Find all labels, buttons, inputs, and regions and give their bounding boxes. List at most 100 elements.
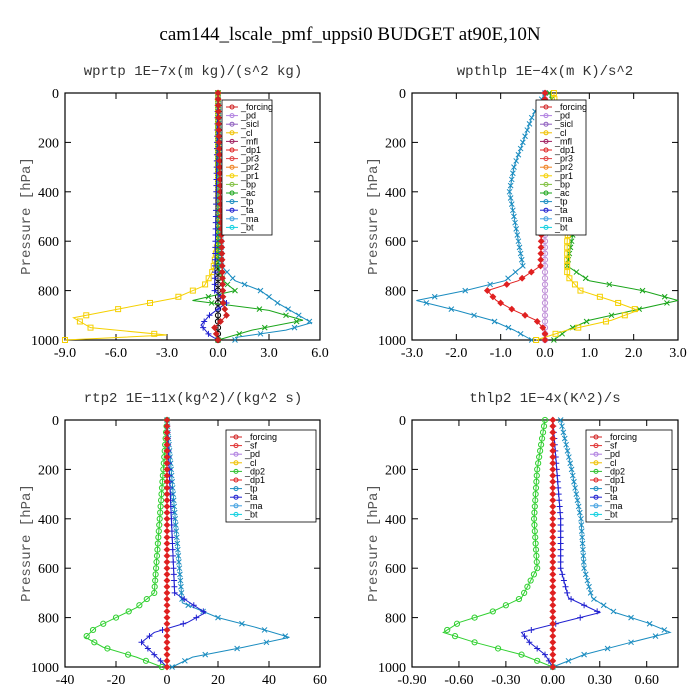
data-point-ta xyxy=(594,608,601,615)
legend-entry: _sf xyxy=(604,441,618,451)
data-point-tp xyxy=(514,232,521,238)
data-point-tp xyxy=(462,287,469,294)
legend-entry: _ta xyxy=(244,492,258,502)
data-point-tp xyxy=(174,540,181,547)
data-point-tp xyxy=(561,435,568,442)
data-point-tp xyxy=(512,269,519,275)
legend-marker xyxy=(233,486,239,492)
data-point-ta xyxy=(171,589,178,596)
data-point-forcing xyxy=(214,312,222,319)
data-point-dp1 xyxy=(521,311,529,319)
legend-marker xyxy=(543,147,549,153)
data-point-tp xyxy=(604,645,611,652)
data-point-pr1 xyxy=(147,299,153,306)
legend-entry: _bt xyxy=(244,509,258,519)
data-point-ac xyxy=(208,300,215,306)
legend-entry: _ta xyxy=(554,205,568,215)
data-point-tp xyxy=(571,478,577,485)
data-point-tp xyxy=(506,188,513,195)
legend-entry: _dp1 xyxy=(554,145,575,155)
legend-entry: _pr3 xyxy=(240,154,259,164)
data-point-ta xyxy=(557,559,564,566)
data-point-dp1 xyxy=(532,497,539,504)
data-point-ta xyxy=(557,528,564,535)
data-point-pr1 xyxy=(621,312,628,319)
legend-marker xyxy=(229,121,235,127)
data-point-tp xyxy=(565,657,572,664)
y-axis-label-rtp2: Pressure [hPa] xyxy=(19,484,35,602)
data-point-ac xyxy=(606,281,613,288)
data-point-dp1 xyxy=(223,311,230,319)
data-point-pr1 xyxy=(552,330,559,337)
data-point-ac xyxy=(582,275,589,282)
data-point-ta xyxy=(577,614,584,621)
legend-entry: _ta xyxy=(604,492,618,502)
data-point-ta xyxy=(205,330,212,337)
legend-entry: _pr2 xyxy=(240,162,259,172)
data-point-tp xyxy=(274,300,281,306)
x-tick-label: 60 xyxy=(313,673,327,688)
data-point-tp xyxy=(559,423,565,430)
series-line-ta xyxy=(140,419,207,668)
data-point-tp xyxy=(519,263,526,269)
figure-title: cam144_lscale_pmf_uppsi0 BUDGET at90E,10… xyxy=(159,24,540,45)
x-tick-label: 0.00 xyxy=(541,673,566,688)
data-point-dp1 xyxy=(155,534,162,541)
data-point-tp xyxy=(229,275,236,282)
data-point-dp1 xyxy=(534,657,541,664)
legend-marker xyxy=(229,207,235,213)
data-point-ac xyxy=(236,330,243,337)
legend-entry: _ac xyxy=(554,188,570,198)
data-point-dp1 xyxy=(152,565,160,572)
y-tick-label: 800 xyxy=(38,285,59,300)
data-point-ta xyxy=(211,281,218,288)
legend-marker xyxy=(233,451,239,457)
x-tick-label: 6.0 xyxy=(311,346,329,361)
data-point-tp xyxy=(566,454,572,460)
x-tick-label: -3.0 xyxy=(401,346,423,361)
data-point-dp1 xyxy=(540,423,548,430)
data-point-pr1 xyxy=(202,281,209,288)
y-tick-label: 800 xyxy=(385,285,406,300)
legend-entry: _cl xyxy=(554,128,567,138)
data-point-ta xyxy=(212,244,219,251)
legend-marker xyxy=(229,199,235,205)
legend-marker xyxy=(593,434,599,440)
legend-marker xyxy=(543,104,549,110)
data-point-pr1 xyxy=(87,324,94,331)
data-point-tp xyxy=(507,195,514,201)
data-point-tp xyxy=(511,164,517,170)
legend-marker xyxy=(543,190,549,196)
data-point-tp xyxy=(580,559,587,565)
data-point-tp xyxy=(177,577,184,584)
data-point-dp1 xyxy=(444,626,451,634)
legend-entry: _sf xyxy=(244,441,258,451)
data-point-forcing xyxy=(541,318,549,325)
data-point-tp xyxy=(563,441,569,448)
data-point-pr1 xyxy=(76,318,83,325)
data-point-dp1 xyxy=(535,460,542,467)
data-point-tp xyxy=(511,213,517,220)
data-point-tp xyxy=(181,657,188,664)
data-point-tp xyxy=(567,460,574,467)
legend-marker xyxy=(233,434,239,440)
x-tick-label: -3.0 xyxy=(156,346,178,361)
data-point-tp xyxy=(568,466,575,473)
data-point-tp xyxy=(516,244,523,251)
data-point-tp xyxy=(306,318,313,325)
legend-entry: _pd xyxy=(554,111,570,121)
data-point-ta xyxy=(206,312,213,319)
data-point-tp xyxy=(579,534,586,541)
data-point-dp1 xyxy=(83,633,90,640)
x-tick-label: -2.0 xyxy=(445,346,467,361)
legend-marker xyxy=(233,468,239,474)
data-point-ta xyxy=(526,639,533,646)
legend-entry: _ma xyxy=(554,214,573,224)
data-point-forcing xyxy=(549,663,557,671)
data-point-dp1 xyxy=(533,558,540,566)
data-point-ac xyxy=(283,312,289,319)
data-point-tp xyxy=(295,312,302,319)
x-tick-label: 2.0 xyxy=(625,346,643,361)
y-tick-label: 1000 xyxy=(31,334,59,349)
data-point-dp1 xyxy=(489,608,496,615)
